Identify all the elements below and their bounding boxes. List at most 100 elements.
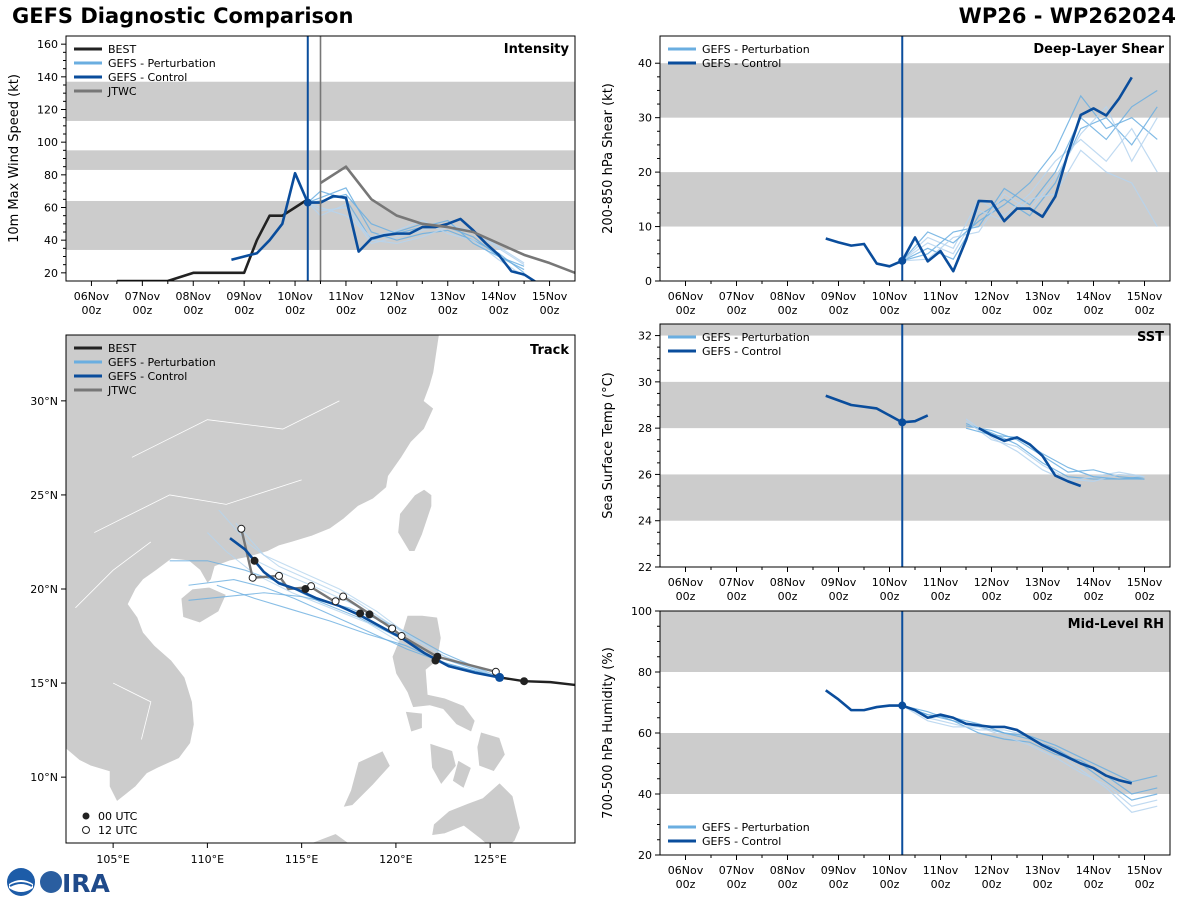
shear-ytick-label: 30 <box>638 112 652 125</box>
shear-xtick-day: 09Nov <box>821 290 857 303</box>
intensity-xtick-day: 15Nov <box>532 290 568 303</box>
map-land-mainland <box>66 335 440 803</box>
intensity-ytick-label: 120 <box>37 104 58 117</box>
shear-xtick-day: 13Nov <box>1025 290 1061 303</box>
sst-xtick-day: 08Nov <box>770 576 806 589</box>
track-ytick-label: 20°N <box>30 583 58 596</box>
rh-init-marker <box>898 701 907 710</box>
intensity-xtick-hour: 00z <box>387 304 407 317</box>
map-land-samar <box>476 731 506 772</box>
shear-band-0 <box>660 172 1170 227</box>
sst-xtick-hour: 00z <box>778 590 798 603</box>
shear-perturbation-line <box>901 149 1158 262</box>
intensity-ytick-label: 80 <box>44 169 58 182</box>
svg-text:IRA: IRA <box>62 869 111 898</box>
sst-xtick-day: 10Nov <box>872 576 908 589</box>
intensity-xtick-day: 09Nov <box>226 290 262 303</box>
intensity-xtick-day: 12Nov <box>379 290 415 303</box>
sst-perturbation-line <box>965 420 1145 482</box>
map-land-cebu <box>452 759 472 790</box>
track-point-00utc <box>520 677 529 686</box>
map-land-mindanao <box>431 782 521 843</box>
rh-ytick-label: 80 <box>638 666 652 679</box>
track-point-00utc <box>431 656 440 665</box>
track-point-12utc <box>248 573 257 582</box>
rh-ytick-label: 100 <box>631 605 652 618</box>
map-land-hainan <box>180 586 227 624</box>
rh-plot-area <box>660 611 1170 855</box>
shear-xtick-hour: 00z <box>829 304 849 317</box>
shear-xtick-hour: 00z <box>778 304 798 317</box>
sst-ytick-label: 26 <box>638 468 652 481</box>
track-control-line <box>229 537 500 679</box>
sst-perturbation-line <box>965 427 1145 480</box>
shear-perturbation-line <box>902 105 1158 262</box>
track-ytick-label: 10°N <box>30 771 58 784</box>
track-point-00utc <box>365 610 374 619</box>
intensity-xtick-hour: 00z <box>540 304 560 317</box>
intensity-xtick-day: 14Nov <box>481 290 517 303</box>
track-ytick-label: 25°N <box>30 489 58 502</box>
legend-label-best: BEST <box>108 43 136 56</box>
rh-xtick-day: 14Nov <box>1076 864 1112 877</box>
map-border-line <box>131 400 340 458</box>
rh-xtick-hour: 00z <box>727 878 747 891</box>
legend-marker-12utc <box>82 826 90 834</box>
intensity-xtick-day: 08Nov <box>176 290 212 303</box>
track-ytick-label: 15°N <box>30 677 58 690</box>
shear-ytick-label: 10 <box>638 221 652 234</box>
map-land-taiwan <box>397 488 433 552</box>
map-land-mindoro <box>404 710 423 733</box>
shear-y-axis-label: 200-850 hPa Shear (kt) <box>601 83 616 234</box>
intensity-xtick-hour: 00z <box>234 304 254 317</box>
shear-xtick-hour: 00z <box>931 304 951 317</box>
rh-control-line <box>824 689 1133 785</box>
rh-panel-title: Mid-Level RH <box>1068 617 1164 632</box>
rh-xtick-day: 07Nov <box>719 864 755 877</box>
rh-perturbation-line <box>901 705 1158 807</box>
legend-label-perturbation: GEFS - Perturbation <box>108 356 216 369</box>
track-xtick-label: 120°E <box>379 853 412 866</box>
shear-xtick-day: 07Nov <box>719 290 755 303</box>
track-xtick-label: 125°E <box>473 853 506 866</box>
panel-shear: 01020304006Nov00z07Nov00z08Nov00z09Nov00… <box>601 35 1171 317</box>
rh-xtick-hour: 00z <box>778 878 798 891</box>
sst-control-line <box>825 394 929 424</box>
shear-init-marker <box>898 256 907 265</box>
intensity-xtick-hour: 00z <box>489 304 509 317</box>
intensity-xtick-day: 06Nov <box>74 290 110 303</box>
rh-xtick-hour: 00z <box>880 878 900 891</box>
sst-perturbation-line <box>965 422 1145 480</box>
rh-ytick-label: 20 <box>638 849 652 862</box>
track-point-00utc <box>250 556 259 565</box>
shear-xtick-hour: 00z <box>982 304 1002 317</box>
shear-xtick-day: 14Nov <box>1076 290 1112 303</box>
intensity-xtick-hour: 00z <box>336 304 356 317</box>
rh-xtick-hour: 00z <box>1135 878 1155 891</box>
shear-xtick-hour: 00z <box>727 304 747 317</box>
sst-y-axis-label: Sea Surface Temp (°C) <box>601 372 616 519</box>
intensity-ytick-label: 100 <box>37 136 58 149</box>
rh-xtick-day: 08Nov <box>770 864 806 877</box>
shear-xtick-day: 06Nov <box>668 290 704 303</box>
sst-ytick-label: 30 <box>638 376 652 389</box>
rh-xtick-hour: 00z <box>982 878 1002 891</box>
track-plot-area <box>66 335 575 843</box>
track-point-12utc <box>331 597 340 606</box>
intensity-xtick-hour: 00z <box>183 304 203 317</box>
legend-label-control: GEFS - Control <box>702 345 781 358</box>
sst-xtick-day: 12Nov <box>974 576 1010 589</box>
intensity-xtick-hour: 00z <box>132 304 152 317</box>
intensity-y-axis-label: 10m Max Wind Speed (kt) <box>7 74 22 243</box>
rh-xtick-hour: 00z <box>931 878 951 891</box>
sst-init-marker <box>898 418 907 427</box>
sst-xtick-day: 09Nov <box>821 576 857 589</box>
legend-label-jtwc: JTWC <box>107 85 137 98</box>
intensity-xtick-day: 11Nov <box>328 290 364 303</box>
sst-ytick-label: 22 <box>638 561 652 574</box>
intensity-ytick-label: 160 <box>37 38 58 51</box>
intensity-ytick-label: 60 <box>44 202 58 215</box>
sst-xtick-day: 11Nov <box>923 576 959 589</box>
sst-control-line <box>978 427 1082 488</box>
